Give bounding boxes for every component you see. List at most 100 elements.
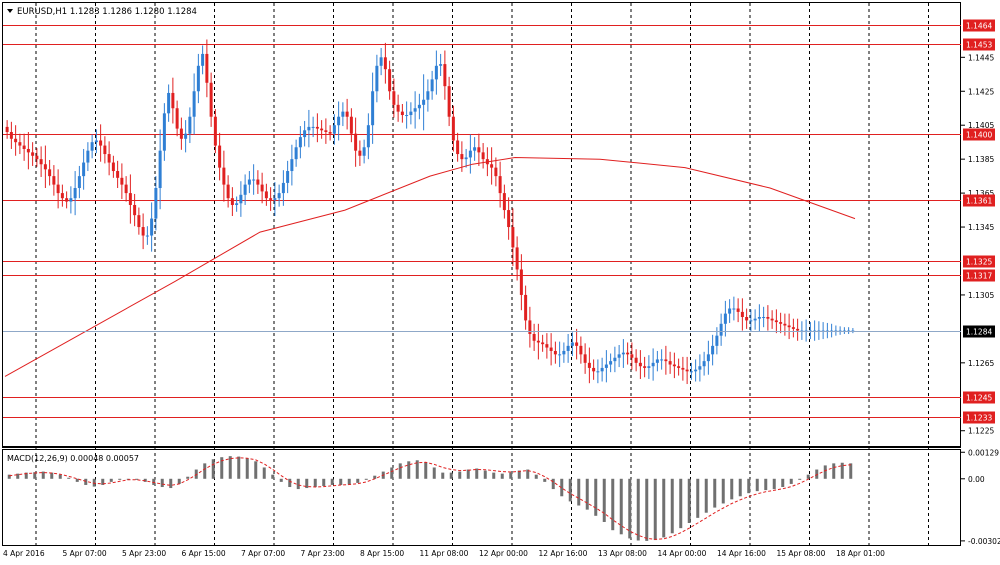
main-pane-frame — [2, 2, 961, 447]
candle-body — [388, 69, 392, 92]
level-label: 1.1453 — [966, 41, 992, 50]
time-tick-label: 18 Apr 01:00 — [836, 549, 885, 558]
candle-body — [230, 198, 234, 205]
candle-body — [566, 345, 570, 351]
candle-body — [575, 342, 579, 346]
candle-body — [354, 133, 358, 151]
candle-body — [307, 126, 311, 131]
macd-histogram-bar — [177, 478, 181, 484]
candle-body — [39, 159, 43, 165]
macd-histogram-bar — [84, 478, 88, 485]
candle-body — [22, 145, 26, 149]
level-label-box — [963, 269, 995, 282]
macd-histogram-bar — [16, 473, 20, 479]
candle-body — [634, 357, 638, 363]
candle-body — [434, 65, 438, 80]
macd-histogram-bar — [441, 472, 445, 479]
candle-body — [133, 204, 137, 216]
time-tick-label: 7 Apr 23:00 — [301, 549, 345, 558]
candle-body — [103, 145, 107, 155]
price-tick-label: 1.1445 — [968, 53, 994, 62]
macd-histogram-bar — [509, 472, 513, 479]
chart-title: EURUSD,H1 1.1283 1.1286 1.1280 1.1284 — [17, 7, 197, 17]
candle-body — [745, 317, 749, 321]
macd-histogram-bar — [424, 462, 428, 479]
level-label-box — [963, 19, 995, 32]
macd-histogram-bar — [526, 469, 530, 479]
candle-body — [31, 152, 35, 156]
moving-average-line — [4, 156, 856, 377]
triangle-down-icon[interactable] — [7, 9, 13, 13]
candle-body — [14, 138, 18, 143]
macd-histogram-bar — [602, 478, 606, 522]
candle-body — [209, 82, 213, 117]
macd-histogram-bar — [169, 478, 173, 489]
macd-histogram-bar — [551, 478, 555, 490]
candle-body — [723, 313, 727, 324]
candle-body — [604, 364, 608, 368]
macd-histogram-bar — [211, 459, 215, 479]
candle-body — [558, 354, 562, 356]
current-price-label: 1.1284 — [966, 328, 992, 337]
candle-body — [498, 176, 502, 194]
candle-body — [341, 111, 345, 117]
candle-body — [719, 323, 723, 336]
candle-body — [706, 354, 710, 362]
candle-body — [167, 92, 171, 114]
macd-histogram-bar — [645, 478, 649, 541]
candle-body — [320, 128, 324, 131]
candle-body — [375, 65, 379, 92]
candle-body — [651, 362, 655, 367]
candle-body — [141, 227, 145, 236]
macd-histogram-bar — [764, 478, 768, 491]
macd-histogram-bar — [305, 478, 309, 489]
time-tick-label: 11 Apr 08:00 — [420, 549, 469, 558]
macd-histogram-bar — [840, 462, 844, 479]
macd-histogram-bar — [628, 478, 632, 539]
level-label: 1.1245 — [966, 394, 992, 403]
candle-body — [477, 147, 481, 153]
macd-histogram-bar — [577, 478, 581, 506]
candle-body — [192, 91, 196, 117]
macd-histogram-bar — [432, 467, 436, 479]
level-label: 1.1233 — [966, 414, 992, 423]
candle-body — [396, 104, 400, 112]
macd-histogram-bar — [152, 478, 156, 485]
candle-body — [592, 367, 596, 372]
price-tick-label: 1.1425 — [968, 87, 994, 96]
candle-body — [150, 218, 154, 236]
candle-body — [69, 198, 73, 202]
candle-body — [430, 79, 434, 92]
macd-histogram-bar — [568, 478, 572, 502]
candle-body — [243, 184, 247, 195]
time-tick-label: 6 Apr 15:00 — [182, 549, 226, 558]
macd-histogram-bar — [619, 478, 623, 535]
time-tick-label: 12 Apr 00:00 — [479, 549, 528, 558]
macd-histogram-bar — [611, 478, 615, 531]
candle-body — [264, 191, 268, 199]
candle-body — [617, 354, 621, 358]
candle-body — [273, 198, 277, 200]
macd-histogram-bar — [849, 463, 853, 479]
candle-body — [413, 108, 417, 112]
candle-body — [796, 328, 800, 331]
macd-histogram-bar — [687, 478, 691, 523]
candle-body — [94, 140, 98, 143]
candle-body — [9, 131, 13, 139]
candle-body — [528, 320, 532, 334]
macd-pane-frame — [2, 449, 961, 546]
macd-histogram-bar — [228, 456, 232, 479]
macd-histogram-bar — [492, 472, 496, 479]
candle-body — [392, 91, 396, 105]
current-price-box — [963, 325, 995, 338]
candle-body — [324, 130, 328, 132]
macd-histogram-bar — [254, 461, 258, 479]
candle-body — [757, 317, 761, 319]
level-label-box — [963, 194, 995, 207]
candle-body — [311, 126, 315, 128]
level-label-box — [963, 128, 995, 141]
candle-body — [226, 184, 230, 199]
candle-body — [783, 323, 787, 326]
time-tick-label: 15 Apr 08:00 — [777, 549, 826, 558]
